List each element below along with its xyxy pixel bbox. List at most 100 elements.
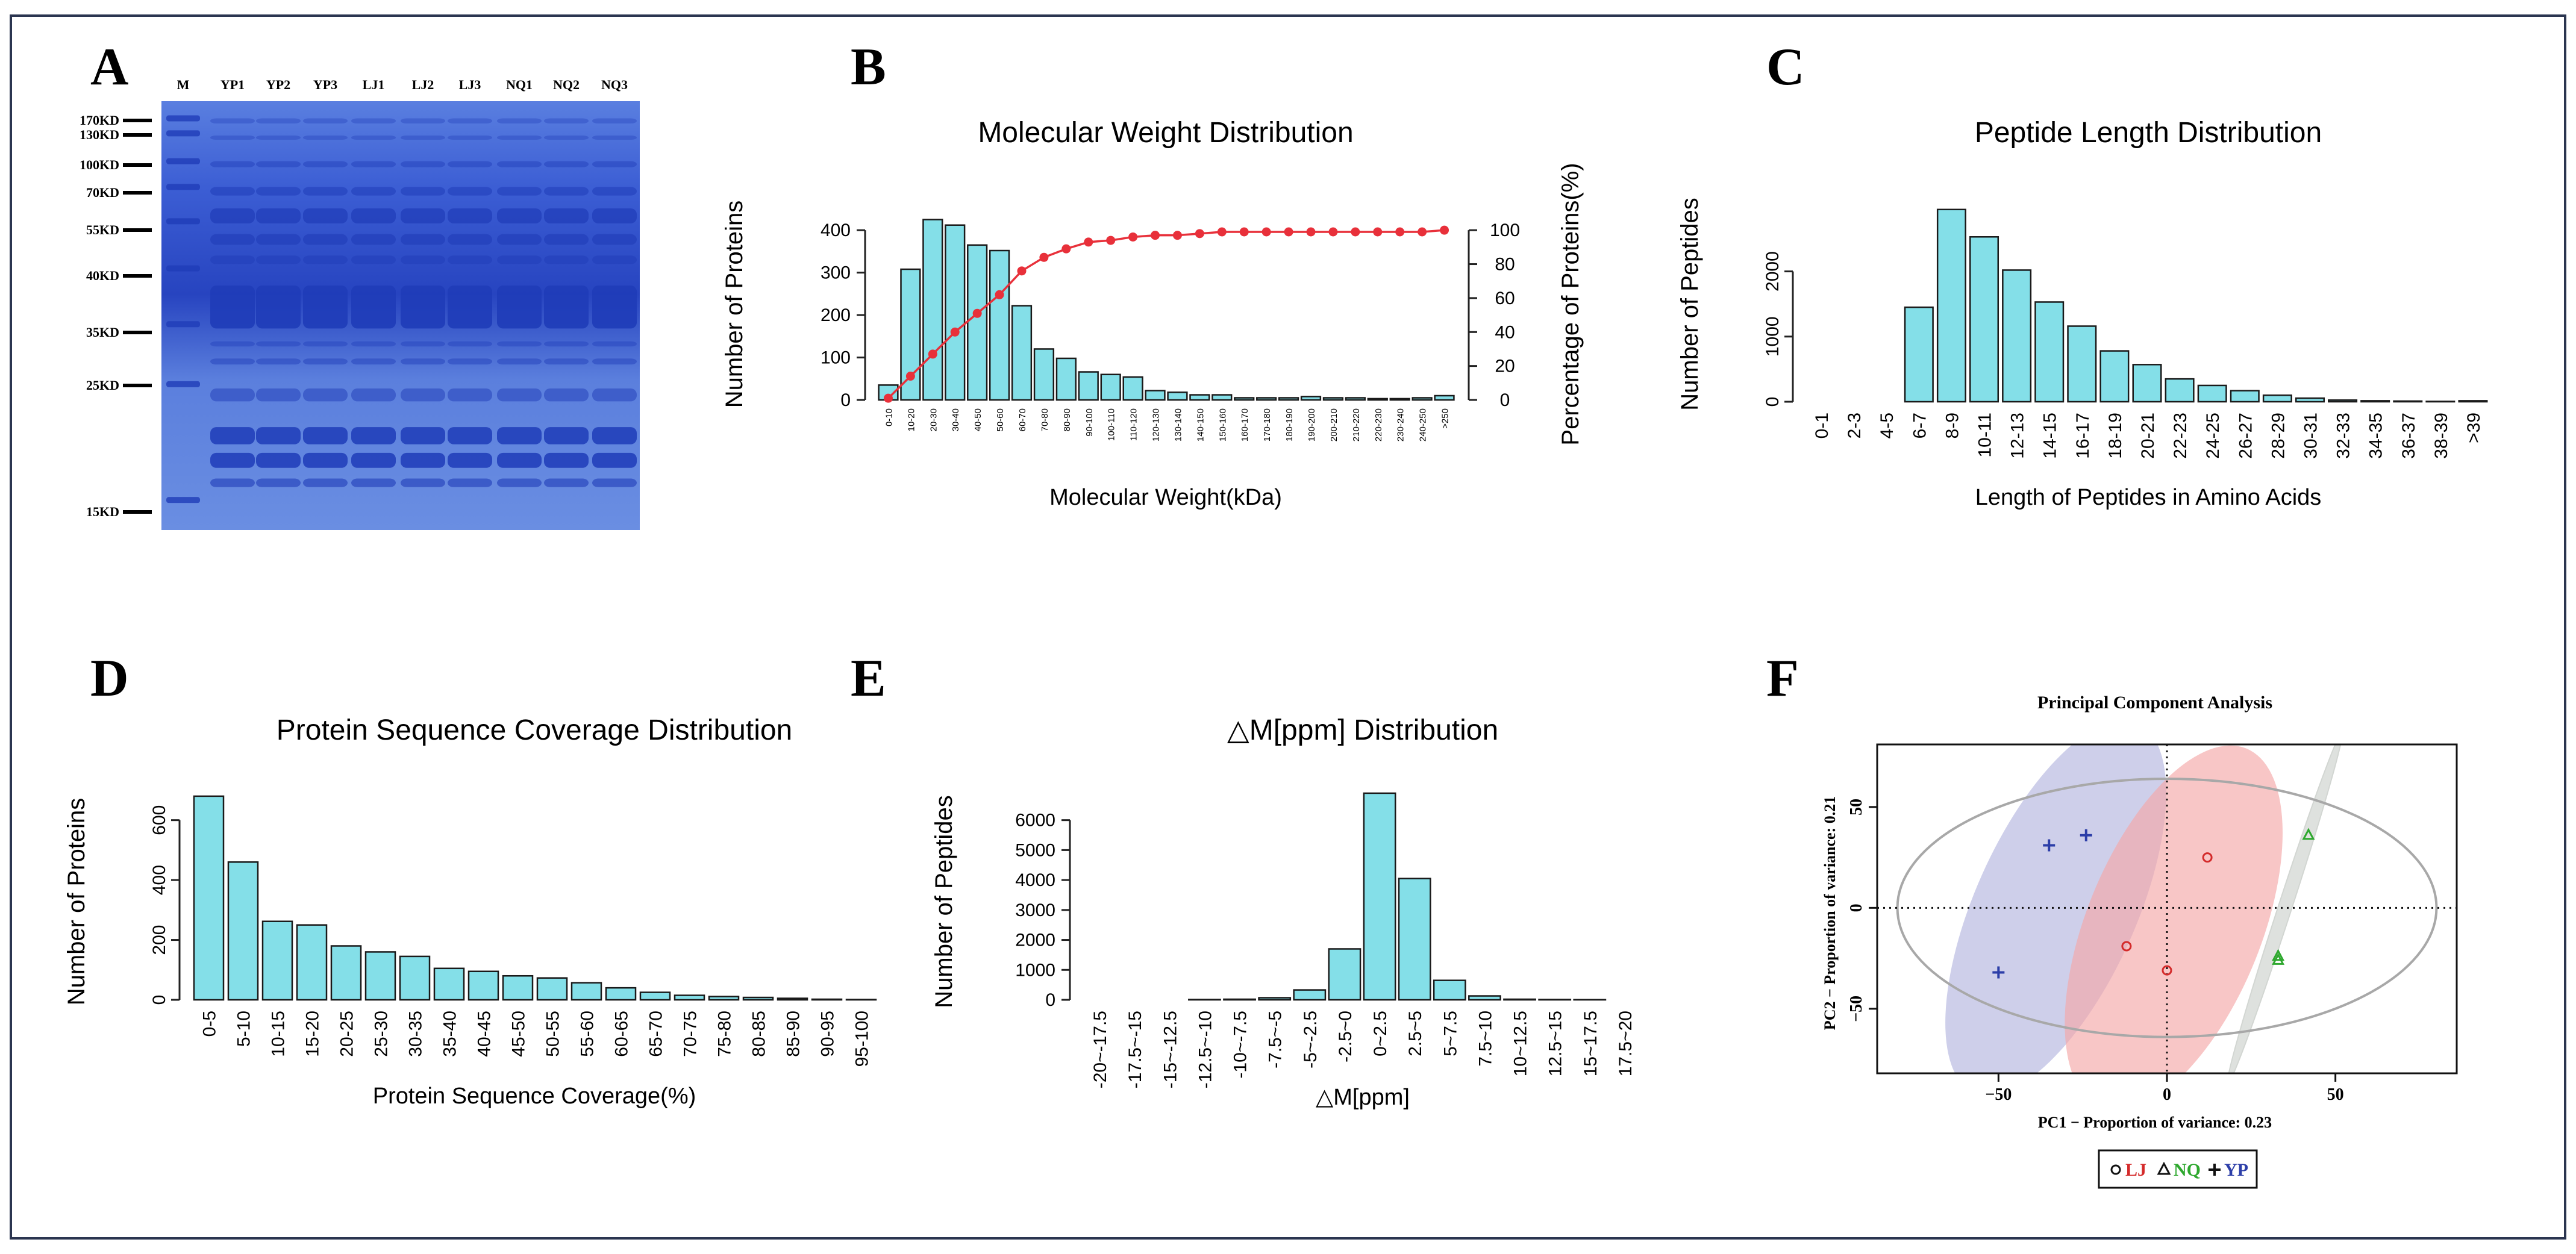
y-tick-label: 100 bbox=[821, 348, 851, 368]
y-tick-label: 300 bbox=[821, 263, 851, 283]
bar bbox=[1167, 391, 1188, 401]
x-tick-label: 14-15 bbox=[2040, 413, 2060, 459]
panel-label-a: A bbox=[90, 38, 129, 96]
gel-band bbox=[592, 388, 637, 402]
legend-label: NQ bbox=[2174, 1160, 2201, 1180]
gel-band bbox=[497, 208, 542, 223]
gel-band bbox=[544, 135, 589, 140]
percentage-point bbox=[1195, 229, 1204, 239]
gel-band bbox=[210, 161, 255, 167]
y-tick-label: 0 bbox=[149, 995, 169, 1005]
x-tick-label: 5-10 bbox=[234, 1011, 254, 1047]
gel-band bbox=[544, 118, 589, 124]
gel-band bbox=[497, 478, 542, 487]
x-tick-label: 110-120 bbox=[1129, 408, 1139, 441]
y-tick-label: 2000 bbox=[1763, 251, 1783, 292]
bar bbox=[1367, 398, 1388, 401]
percentage-point bbox=[1128, 232, 1138, 242]
bar bbox=[1936, 208, 1966, 403]
gel-marker-band bbox=[166, 497, 200, 504]
x-tick-label: 160-170 bbox=[1240, 408, 1250, 441]
pca-point-yp bbox=[2043, 839, 2055, 852]
x-tick-label: 50-55 bbox=[543, 1011, 563, 1057]
y-tick-label: 400 bbox=[821, 220, 851, 240]
gel-band bbox=[497, 161, 542, 167]
x-tick-label: 120-130 bbox=[1151, 408, 1161, 441]
chart-d-ylabel: Number of Proteins bbox=[63, 798, 90, 1006]
gel-band bbox=[303, 135, 348, 140]
bar bbox=[467, 970, 499, 1001]
confidence-ellipse bbox=[2226, 744, 2343, 1073]
gel-band bbox=[448, 341, 492, 347]
gel-lane-label: YP2 bbox=[266, 77, 290, 92]
x-tick-label: 40-50 bbox=[973, 408, 983, 431]
bar bbox=[227, 861, 259, 1001]
pca-point-yp bbox=[1992, 966, 2005, 979]
bar bbox=[2099, 350, 2130, 403]
gel-band bbox=[592, 285, 637, 329]
x-tick-label: 140-150 bbox=[1195, 408, 1205, 441]
gel-band bbox=[401, 255, 445, 264]
pca-legend: LJ NQ YP bbox=[2098, 1149, 2258, 1189]
gel-band bbox=[544, 427, 589, 445]
x-tick-label: 70-80 bbox=[1040, 408, 1050, 431]
gel-marker-band bbox=[166, 130, 200, 137]
pca-point-nq bbox=[2272, 953, 2285, 965]
bar bbox=[605, 987, 637, 1001]
gel-band bbox=[592, 478, 637, 487]
panel-label-d: D bbox=[90, 649, 129, 708]
gel-band bbox=[256, 341, 301, 347]
gel-lane-label: NQ3 bbox=[601, 77, 628, 92]
chart-b-ylabel: Number of Proteins bbox=[721, 201, 748, 408]
percentage-point bbox=[928, 349, 937, 359]
chart-f-xlabel: PC1 − Proportion of variance: 0.23 bbox=[2038, 1114, 2272, 1131]
x-tick-label: 26-27 bbox=[2236, 413, 2256, 459]
bar bbox=[708, 996, 740, 1001]
gel-band bbox=[448, 388, 492, 402]
x-tick-label: 10~12.5 bbox=[1511, 1011, 1531, 1076]
y-tick-label: 1000 bbox=[1015, 960, 1055, 980]
gel-band bbox=[256, 388, 301, 402]
gel-lane-label: LJ2 bbox=[412, 77, 434, 92]
bar bbox=[261, 920, 293, 1001]
x-tick-label: 0~2.5 bbox=[1371, 1011, 1390, 1056]
x-tick-label: 130-140 bbox=[1173, 408, 1183, 441]
percentage-point bbox=[1328, 227, 1338, 237]
gel-band bbox=[448, 208, 492, 223]
bar bbox=[2425, 401, 2456, 403]
x-tick-label: -12.5~-10 bbox=[1195, 1011, 1215, 1088]
x-tick-label: 95-100 bbox=[852, 1011, 872, 1067]
gel-band bbox=[210, 478, 255, 487]
x-tick-label: 30-40 bbox=[951, 408, 961, 431]
gel-band bbox=[544, 358, 589, 365]
percentage-point bbox=[1017, 266, 1027, 276]
x-tick-label: -20~-17.5 bbox=[1090, 1011, 1110, 1088]
gel-band bbox=[592, 255, 637, 264]
chart-b-ylabel-right: Percentage of Proteins(%) bbox=[1557, 163, 1584, 445]
gel-band bbox=[497, 388, 542, 402]
percentage-point bbox=[1217, 227, 1227, 237]
bar bbox=[571, 982, 602, 1001]
x-tick-label: 36-37 bbox=[2399, 413, 2419, 459]
x-tick-label: 12.5~15 bbox=[1546, 1011, 1566, 1076]
x-tick-label: 90-95 bbox=[818, 1011, 838, 1057]
gel-marker-band bbox=[166, 218, 200, 225]
bar bbox=[536, 977, 568, 1001]
bar bbox=[1100, 373, 1121, 401]
gel-band bbox=[256, 478, 301, 487]
gel-band bbox=[448, 255, 492, 264]
x-tick-label: -10~-7.5 bbox=[1231, 1011, 1251, 1079]
gel-marker-label: 35KD bbox=[86, 325, 119, 340]
gel-band bbox=[401, 161, 445, 167]
x-tick-label: -5~-2.5 bbox=[1301, 1011, 1321, 1068]
x-tick-label: 45-50 bbox=[509, 1011, 529, 1057]
gel-band bbox=[210, 118, 255, 124]
chart-d-title: Protein Sequence Coverage Distribution bbox=[277, 714, 793, 746]
pca-point-lj bbox=[2202, 852, 2213, 863]
confidence-ellipse bbox=[1945, 744, 2166, 1073]
bar bbox=[2197, 384, 2227, 403]
bar bbox=[2262, 394, 2292, 403]
x-tick-label: 80-85 bbox=[749, 1011, 769, 1057]
bar bbox=[1145, 390, 1166, 401]
